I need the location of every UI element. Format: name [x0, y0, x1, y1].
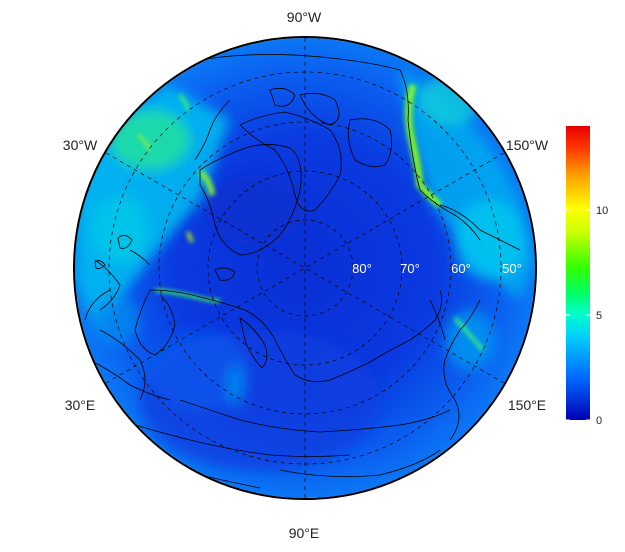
siberia-coast-outline [443, 299, 481, 441]
longitude-label-lower-right: 150°E [508, 397, 546, 413]
longitude-label-upper-left: 30°W [63, 137, 98, 153]
north-america-outline [199, 54, 481, 241]
longitude-labels: 90°W 30°W 150°W 30°E 150°E 90°E [63, 9, 549, 541]
map-border [73, 36, 537, 500]
latitude-label-70: 70° [400, 261, 420, 276]
graticule [105, 38, 505, 498]
land-outlines [84, 54, 521, 489]
colorbar-tick-label: 10 [596, 205, 608, 217]
latitude-label-60: 60° [451, 261, 471, 276]
latitude-circle-70 [207, 170, 403, 366]
longitude-label-bottom: 90°E [289, 525, 320, 541]
greenland-outline [199, 144, 302, 256]
arctic-archipelago-outline [239, 111, 342, 212]
colorbar-ticks: 0 5 10 [566, 205, 608, 427]
latitude-label-80: 80° [352, 261, 372, 276]
data-field [75, 38, 535, 498]
colorbar-tick-label: 5 [596, 310, 602, 322]
longitude-label-lower-left: 30°E [65, 397, 96, 413]
latitude-label-50: 50° [502, 261, 522, 276]
latitude-circle-80 [256, 219, 354, 317]
latitude-circle-60 [158, 121, 452, 415]
colorbar: 0 5 10 [566, 126, 608, 427]
colorbar-gradient [566, 126, 590, 420]
longitude-label-top: 90°W [287, 9, 322, 25]
eurasia-coast-outline [149, 289, 443, 383]
colorbar-tick-label: 0 [596, 415, 602, 427]
latitude-labels: 80° 70° 60° 50° [352, 261, 522, 276]
longitude-label-upper-right: 150°W [506, 137, 549, 153]
